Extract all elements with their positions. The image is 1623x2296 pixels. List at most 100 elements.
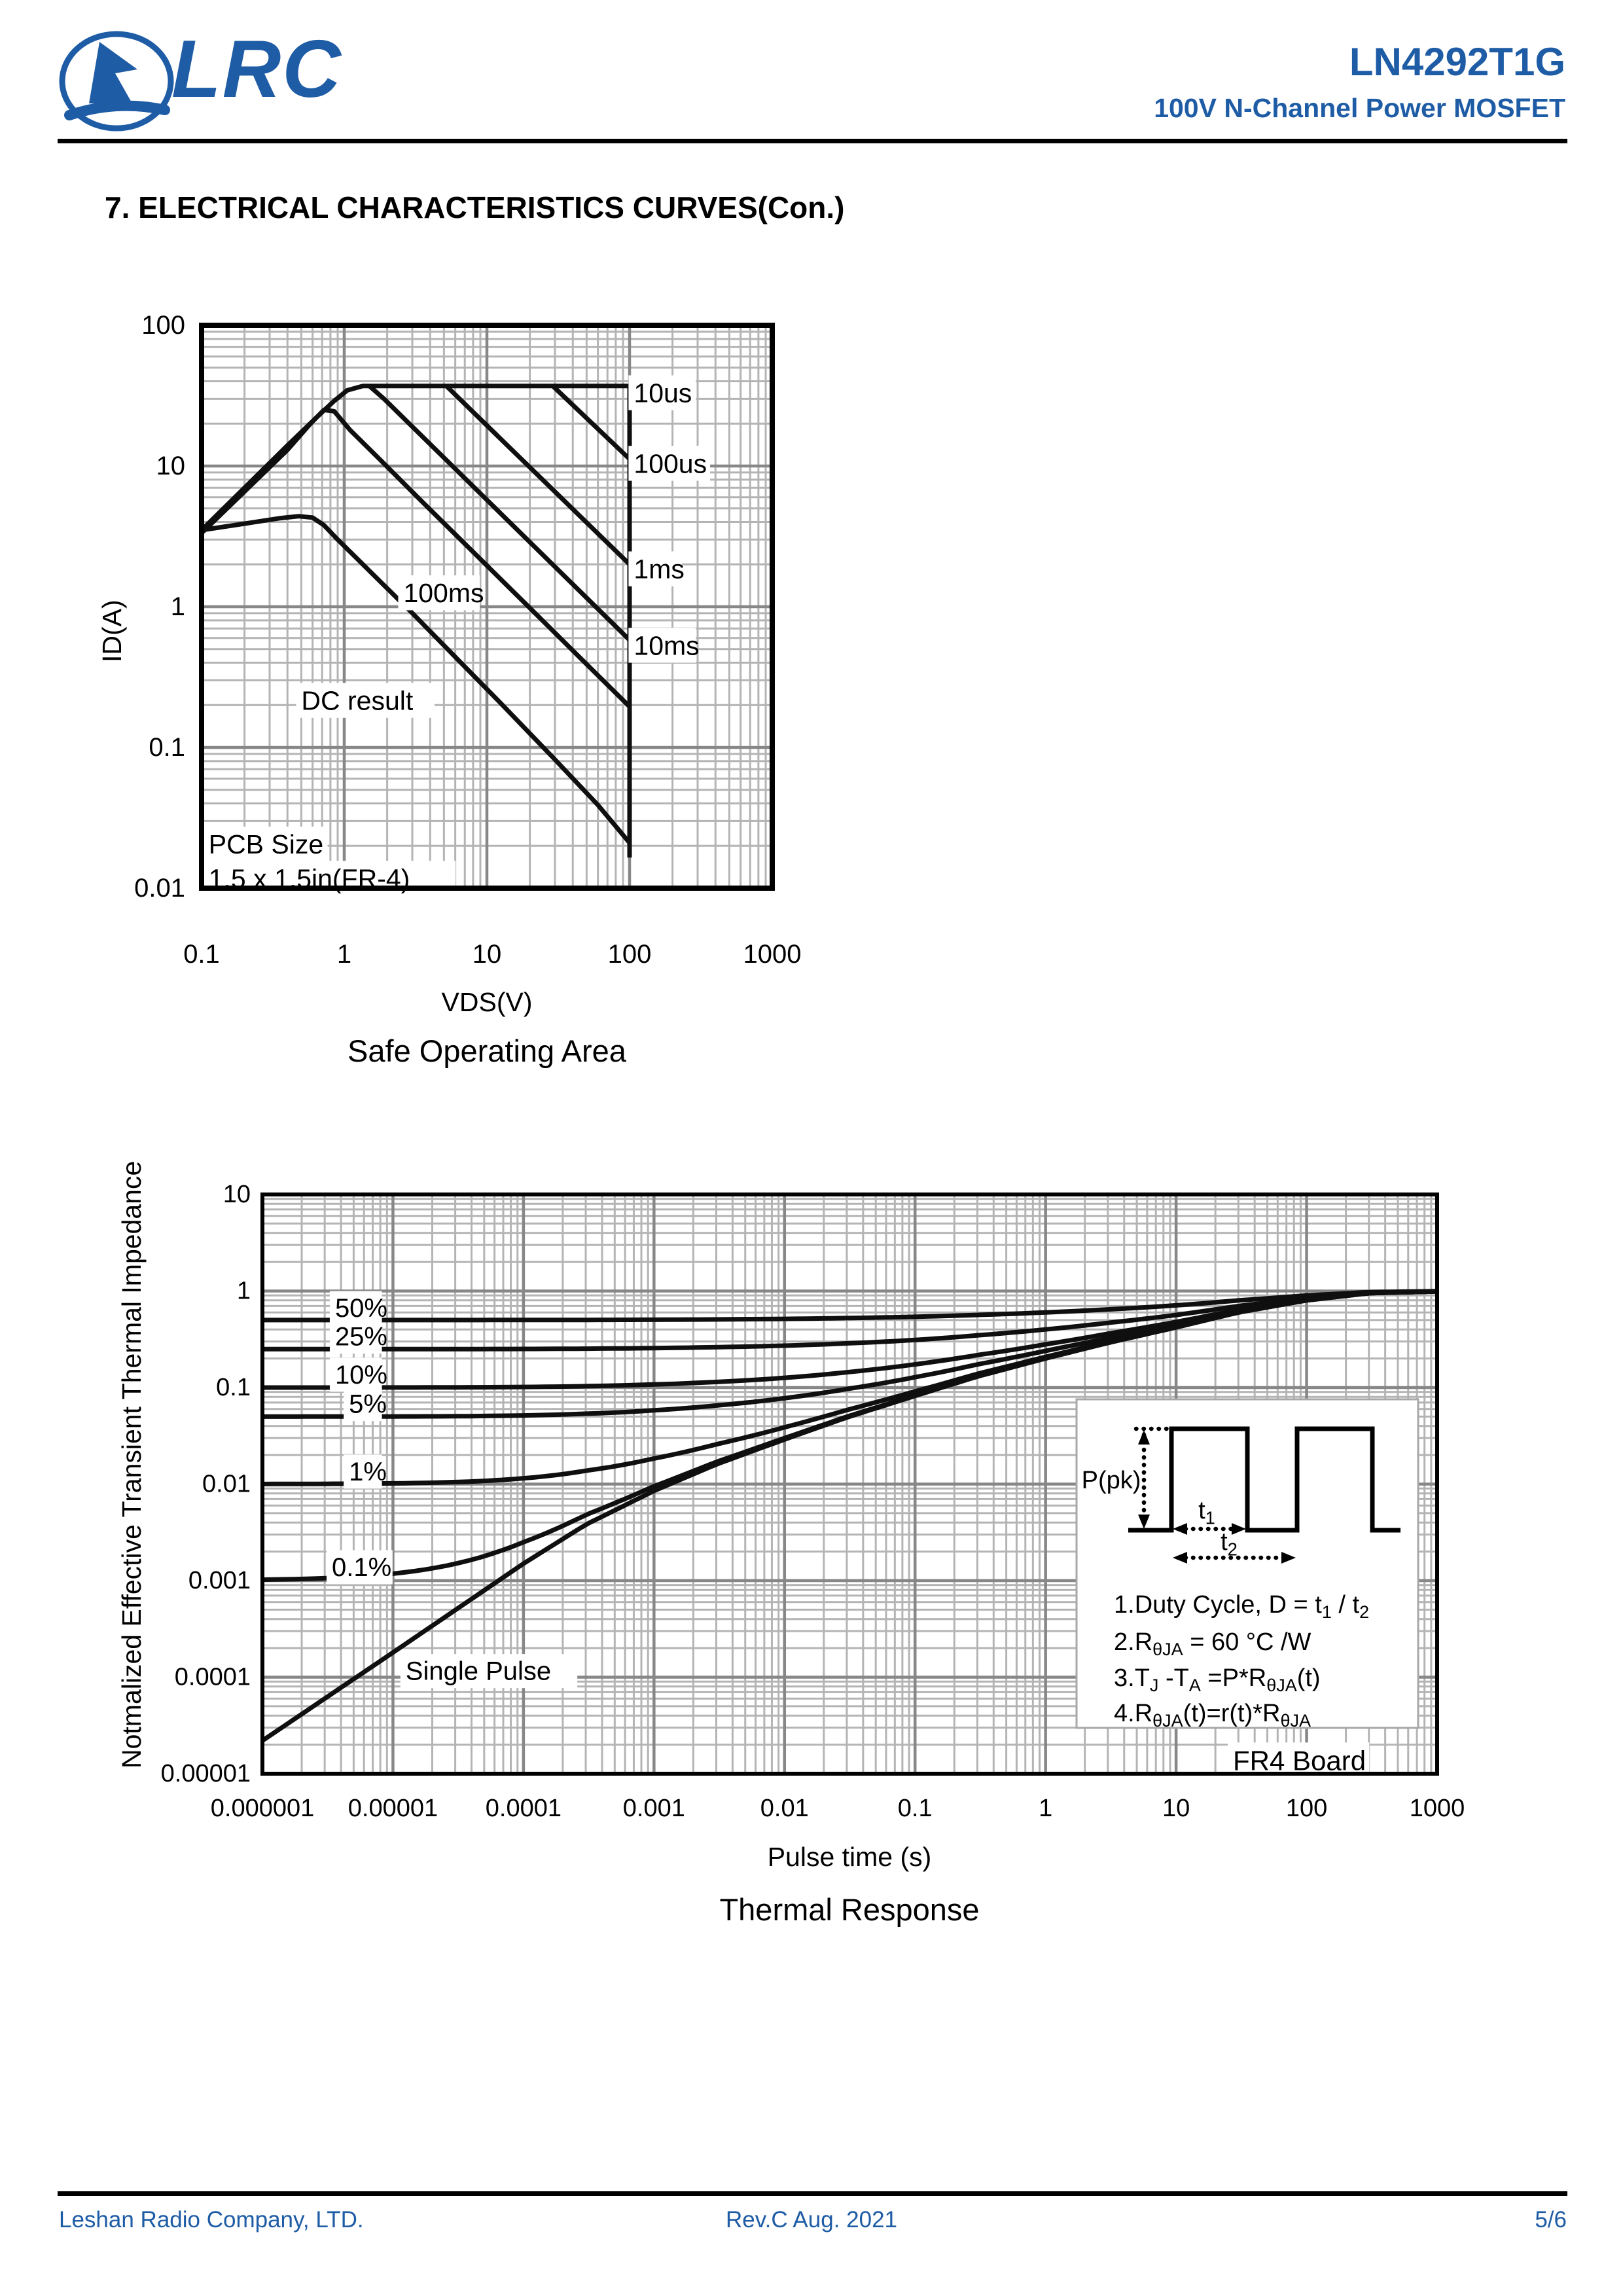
inset-t1-label: t1 [1198, 1497, 1215, 1528]
soa-annotation-bg [203, 826, 328, 862]
y-tick-label: 0.01 [134, 874, 185, 903]
inset-ppk-label: P(pk) [1082, 1467, 1141, 1494]
thermal-curve-label-bg [344, 1387, 382, 1422]
pulse-waveform [1128, 1426, 1400, 1533]
inset-note: 3.TJ -TA =P*RθJA(t) [1114, 1664, 1321, 1695]
soa-curve-label: 100us [633, 448, 707, 478]
x-tick-label: 0.1 [183, 940, 220, 969]
y-tick-label: 0.0001 [175, 1664, 251, 1691]
logo-text: LRC [171, 24, 342, 115]
page-subtitle: 100V N-Channel Power MOSFET [1154, 93, 1565, 123]
curve-100ms [201, 407, 632, 709]
y-tick-label: 10 [223, 1181, 251, 1208]
y-tick-label: 1 [237, 1278, 251, 1305]
y-tick-label: 10 [156, 452, 186, 480]
soa-curve-label-bg [398, 575, 480, 611]
board-label: FR4 Board [1233, 1746, 1366, 1776]
x-tick-label: 1 [337, 940, 351, 969]
thermal-curve-label: Single Pulse [406, 1657, 551, 1686]
thermal-curve-label: 0.1% [332, 1553, 391, 1582]
thermal-curve-label-bg [344, 1454, 382, 1489]
x-tick-label: 1 [1039, 1795, 1052, 1822]
chart-border [199, 323, 775, 891]
x-tick-label: 0.0001 [486, 1795, 562, 1822]
soa-curve-label-bg [628, 628, 696, 663]
curve-100us [551, 384, 632, 461]
ppk-arrowhead-down [1138, 1515, 1150, 1529]
y-tick-label: 1 [171, 592, 185, 621]
inset-t2-label: t2 [1221, 1528, 1238, 1559]
thermal-curve-label: 50% [335, 1294, 387, 1323]
inset-note: 2.RθJA = 60 °C /W [1114, 1628, 1311, 1659]
soa-curve-label-bg [628, 551, 682, 586]
thermal-curve-label: 5% [349, 1390, 387, 1419]
thermal-curve-label: 10% [335, 1361, 387, 1390]
section-title: 7. ELECTRICAL CHARACTERISTICS CURVES(Con… [105, 190, 845, 224]
thermal-y-axis-title: Notmalized Effective Transient Thermal I… [116, 1160, 147, 1768]
soa-curve-label-bg [628, 446, 711, 481]
thermal-curve-label-bg [400, 1654, 578, 1689]
footer-company: Leshan Radio Company, LTD. [59, 2207, 364, 2233]
inset-note: 1.Duty Cycle, D = t1 / t2 [1114, 1591, 1369, 1622]
y-tick-label: 0.01 [202, 1471, 251, 1498]
soa-curve-label: 100ms [403, 578, 484, 608]
x-tick-label: 0.000001 [211, 1795, 315, 1822]
footer-page-number: 5/6 [1535, 2207, 1567, 2233]
footer-revision: Rev.C Aug. 2021 [725, 2207, 898, 2233]
soa-caption: Safe Operating Area [348, 1033, 626, 1068]
lrc-logo-emblem [59, 31, 174, 132]
curve-1ms [444, 384, 632, 566]
thermal-caption: Thermal Response [719, 1892, 980, 1927]
thermal-curve-label-bg [329, 1291, 382, 1325]
soa-curve-label: 10us [633, 378, 692, 408]
lrc-logo-sail [89, 42, 137, 103]
soa-curve-label-bg [296, 683, 435, 718]
soa-y-axis-title: ID(A) [97, 600, 127, 662]
y-tick-label: 100 [141, 311, 185, 340]
soa-curve-label: DC result [301, 686, 413, 716]
soa-curve-label: 1ms [633, 554, 684, 584]
header-rule [58, 139, 1567, 143]
soa-annotation: PCB Size [209, 829, 323, 859]
y-tick-label: 0.1 [149, 733, 185, 762]
thermal-curve-label-bg [329, 1357, 382, 1392]
soa-x-axis-title: VDS(V) [441, 987, 533, 1017]
x-tick-label: 100 [1286, 1795, 1327, 1822]
y-tick-label: 0.001 [188, 1567, 251, 1594]
thermal-curve-label-bg [327, 1550, 393, 1585]
thermal-curve-label: 1% [349, 1458, 387, 1486]
ppk-arrowhead-up [1138, 1430, 1150, 1444]
lrc-logo-hull [64, 100, 170, 120]
t1-arrowhead-left [1173, 1523, 1187, 1535]
x-tick-label: 10 [1162, 1795, 1190, 1822]
chart-border [260, 1193, 1439, 1776]
y-tick-label: 0.1 [216, 1374, 251, 1401]
x-tick-label: 0.1 [898, 1795, 933, 1822]
thermal-curve-label: 25% [335, 1323, 387, 1352]
curve-single-pulse [261, 1289, 1438, 1743]
x-tick-label: 0.00001 [348, 1795, 438, 1822]
curve-10ms [368, 384, 632, 642]
thermal-curve-label-bg [329, 1319, 382, 1354]
t1-arrowhead-right [1232, 1523, 1246, 1535]
x-tick-label: 100 [608, 940, 652, 969]
curve-10us-limit-envelope [200, 384, 632, 858]
curve-DC-result [201, 514, 632, 844]
x-tick-label: 1000 [743, 940, 802, 969]
x-tick-label: 10 [473, 940, 502, 969]
x-tick-label: 1000 [1410, 1795, 1465, 1822]
x-tick-label: 0.001 [623, 1795, 685, 1822]
y-tick-label: 0.00001 [161, 1760, 251, 1787]
soa-curve-label-bg [628, 375, 696, 410]
page-title: LN4292T1G [1349, 40, 1565, 84]
curve-duty-25pct [262, 1289, 1438, 1352]
t2-arrowhead-right [1281, 1552, 1296, 1564]
x-tick-label: 0.01 [760, 1795, 809, 1822]
t2-arrowhead-left [1173, 1552, 1187, 1564]
thermal-x-axis-title: Pulse time (s) [767, 1842, 932, 1872]
footer-rule [58, 2191, 1567, 2196]
soa-curve-label: 10ms [633, 630, 699, 660]
inset-note: 4.RθJA(t)=r(t)*RθJA [1114, 1700, 1311, 1731]
curve-duty-50pct [262, 1289, 1438, 1323]
